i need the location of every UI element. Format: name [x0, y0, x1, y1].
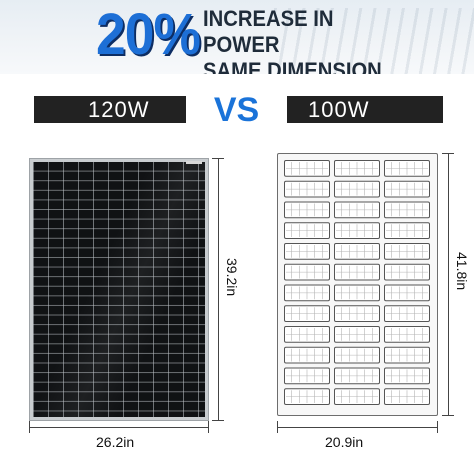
- width-tick-left-end: [208, 421, 209, 433]
- panel-cell: [334, 201, 380, 219]
- panel-cell: [384, 180, 430, 198]
- monocrystalline-cells: [33, 162, 205, 417]
- panel-cell: [334, 180, 380, 198]
- polycrystalline-cells: [284, 160, 430, 405]
- height-tick-left-top: [212, 158, 224, 159]
- roof-background: [274, 8, 474, 74]
- panel-cell: [384, 367, 430, 385]
- vs-badge: [186, 88, 287, 132]
- panel-cell: [284, 326, 330, 343]
- panel-cell: [284, 180, 330, 198]
- right-wattage-label: 100W: [308, 97, 370, 122]
- panel-cell: [334, 222, 380, 239]
- headline-line-2: SAME DIMENSION: [203, 58, 382, 74]
- panel-100w-width: 20.9in: [325, 434, 364, 450]
- panel-cell: [334, 243, 380, 260]
- width-dimension-line-right: [277, 427, 438, 428]
- panel-cell: [384, 222, 430, 239]
- panel-cell: [384, 160, 430, 177]
- percent-increase: 20%: [96, 2, 201, 67]
- panel-cell: [384, 388, 430, 405]
- panel-120w-width: 26.2in: [96, 434, 135, 450]
- panel-cell: [284, 367, 330, 385]
- panel-cell: [384, 201, 430, 219]
- width-tick-right-end: [437, 421, 438, 433]
- panel-cell: [334, 263, 380, 281]
- panel-cell: [284, 346, 330, 364]
- panel-cell: [334, 367, 380, 385]
- vs-label: VS: [213, 91, 260, 129]
- height-dimension-line-right: [448, 153, 449, 416]
- panel-cell: [384, 346, 430, 364]
- width-tick-right-start: [277, 421, 278, 433]
- panel-cell: [334, 346, 380, 364]
- panel-cell: [384, 326, 430, 343]
- panel-cell: [284, 243, 330, 260]
- panel-cell: [284, 263, 330, 281]
- panel-cell: [384, 243, 430, 260]
- height-tick-right-bottom: [442, 415, 454, 416]
- panel-cell: [284, 222, 330, 239]
- panel-cell: [334, 326, 380, 343]
- panel-cell: [284, 160, 330, 177]
- panel-cell: [384, 305, 430, 322]
- height-tick-left-bottom: [212, 420, 224, 421]
- solar-panel-100w: [277, 153, 438, 416]
- panel-cell: [334, 305, 380, 322]
- header-banner: 20% INCREASE IN POWER SAME DIMENSION: [0, 0, 474, 74]
- headline: INCREASE IN POWER SAME DIMENSION: [203, 6, 387, 74]
- panel-100w-height: 41.8in: [454, 252, 470, 291]
- height-dimension-line-left: [218, 158, 219, 421]
- left-wattage-label: 120W: [88, 97, 150, 122]
- width-tick-left-start: [29, 421, 30, 433]
- panel-cell: [334, 160, 380, 177]
- panel-tag: [186, 161, 202, 164]
- panel-cell: [334, 388, 380, 405]
- panel-cell: [384, 284, 430, 302]
- panel-cell: [284, 305, 330, 322]
- width-dimension-line-left: [29, 427, 209, 428]
- headline-line-1: INCREASE IN POWER: [203, 6, 334, 57]
- panel-120w-height: 39.2in: [224, 258, 240, 297]
- panel-cell: [384, 263, 430, 281]
- solar-panel-120w: [29, 158, 209, 421]
- panel-cell: [284, 284, 330, 302]
- panel-cell: [334, 284, 380, 302]
- panel-cell: [284, 201, 330, 219]
- panel-cell: [284, 388, 330, 405]
- height-tick-right-top: [442, 153, 454, 154]
